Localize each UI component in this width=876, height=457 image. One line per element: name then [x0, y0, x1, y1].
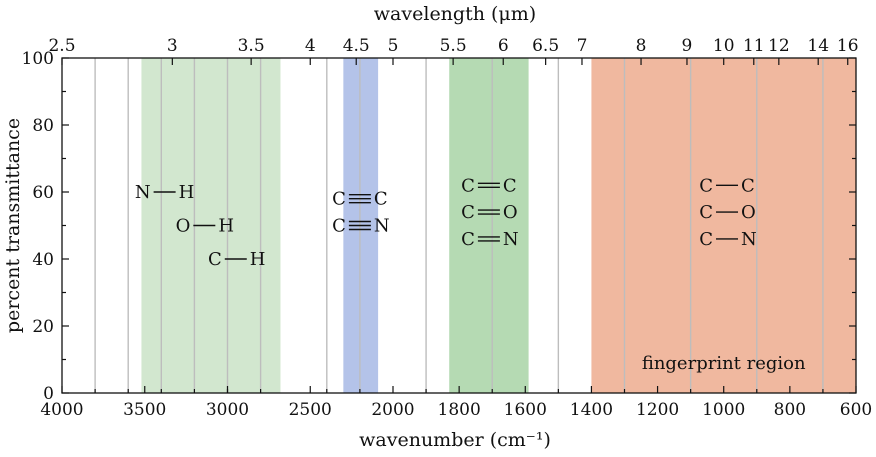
- bond-atom-right: H: [218, 216, 234, 237]
- top-tick-label: 6: [498, 36, 509, 56]
- bond-atom-left: C: [699, 229, 713, 250]
- top-tick-label: 10: [713, 36, 735, 56]
- bond-atom-right: O: [741, 202, 756, 223]
- x-tick-label: 800: [774, 400, 806, 420]
- top-tick-label: 9: [682, 36, 693, 56]
- x-tick-label: 2500: [289, 400, 332, 420]
- x-tick-label: 1000: [702, 400, 745, 420]
- bond-atom-left: C: [699, 175, 713, 196]
- top-tick-label: 4.5: [343, 36, 370, 56]
- top-tick-label: 4: [305, 36, 316, 56]
- top-tick-label: 5.5: [440, 36, 467, 56]
- x-tick-label: 3500: [123, 400, 166, 420]
- y-tick-label: 0: [43, 384, 54, 404]
- bond-atom-left: N: [135, 182, 151, 203]
- x-tick-label: 1600: [504, 400, 547, 420]
- bond-atom-left: C: [332, 189, 346, 210]
- x-tick-label: 3000: [206, 400, 249, 420]
- x-tick-label: 4000: [40, 400, 83, 420]
- bands-layer: [141, 58, 856, 393]
- top-tick-label: 12: [768, 36, 790, 56]
- top-tick-label: 14: [807, 36, 829, 56]
- y-tick-label: 100: [22, 49, 54, 69]
- band-double-bond: [449, 58, 529, 393]
- top-tick-label: 5: [388, 36, 399, 56]
- bond-atom-left: C: [699, 202, 713, 223]
- bond-atom-right: C: [374, 189, 388, 210]
- top-tick-label: 8: [636, 36, 647, 56]
- x-tick-label: 1400: [570, 400, 613, 420]
- y-tick-label: 80: [32, 116, 54, 136]
- bond-atom-right: O: [503, 202, 518, 223]
- x-tick-label: 600: [840, 400, 872, 420]
- bond-atom-right: H: [179, 182, 195, 203]
- top-tick-label: 16: [837, 36, 859, 56]
- band-fingerprint: [591, 58, 856, 393]
- fingerprint-region-label: fingerprint region: [642, 353, 806, 374]
- x-axis-title: wavenumber (cm⁻¹): [359, 429, 551, 451]
- y-tick-label: 20: [32, 317, 54, 337]
- bond-atom-right: C: [503, 175, 517, 196]
- ticks-layer: 4000 3500 3000 2500 2000 1800 1600 1400 1200 1000…: [22, 36, 873, 420]
- y-axis-title: percent transmittance: [2, 118, 24, 333]
- top-tick-label: 7: [577, 36, 588, 56]
- top-tick-label: 6.5: [532, 36, 559, 56]
- bond-atom-left: O: [176, 216, 191, 237]
- bond-atom-right: C: [741, 175, 755, 196]
- x-tick-label: 1800: [438, 400, 481, 420]
- bond-atom-right: H: [250, 249, 266, 270]
- y-tick-label: 40: [32, 250, 54, 270]
- top-tick-label: 2.5: [48, 36, 75, 56]
- top-tick-label: 3.5: [238, 36, 265, 56]
- x-tick-label: 1200: [636, 400, 679, 420]
- bond-atom-right: N: [374, 216, 390, 237]
- bond-atom-left: C: [461, 229, 475, 250]
- bond-atom-right: N: [741, 229, 757, 250]
- bond-atom-left: C: [332, 216, 346, 237]
- x-tick-label: 2000: [371, 400, 414, 420]
- top-tick-label: 3: [167, 36, 178, 56]
- bond-atom-left: C: [461, 202, 475, 223]
- top-tick-label: 11: [743, 36, 765, 56]
- bond-atom-left: C: [208, 249, 222, 270]
- bond-atom-left: C: [461, 175, 475, 196]
- top-axis-title: wavelength (μm): [374, 3, 536, 25]
- bond-atom-right: N: [503, 229, 519, 250]
- y-tick-label: 60: [32, 183, 54, 203]
